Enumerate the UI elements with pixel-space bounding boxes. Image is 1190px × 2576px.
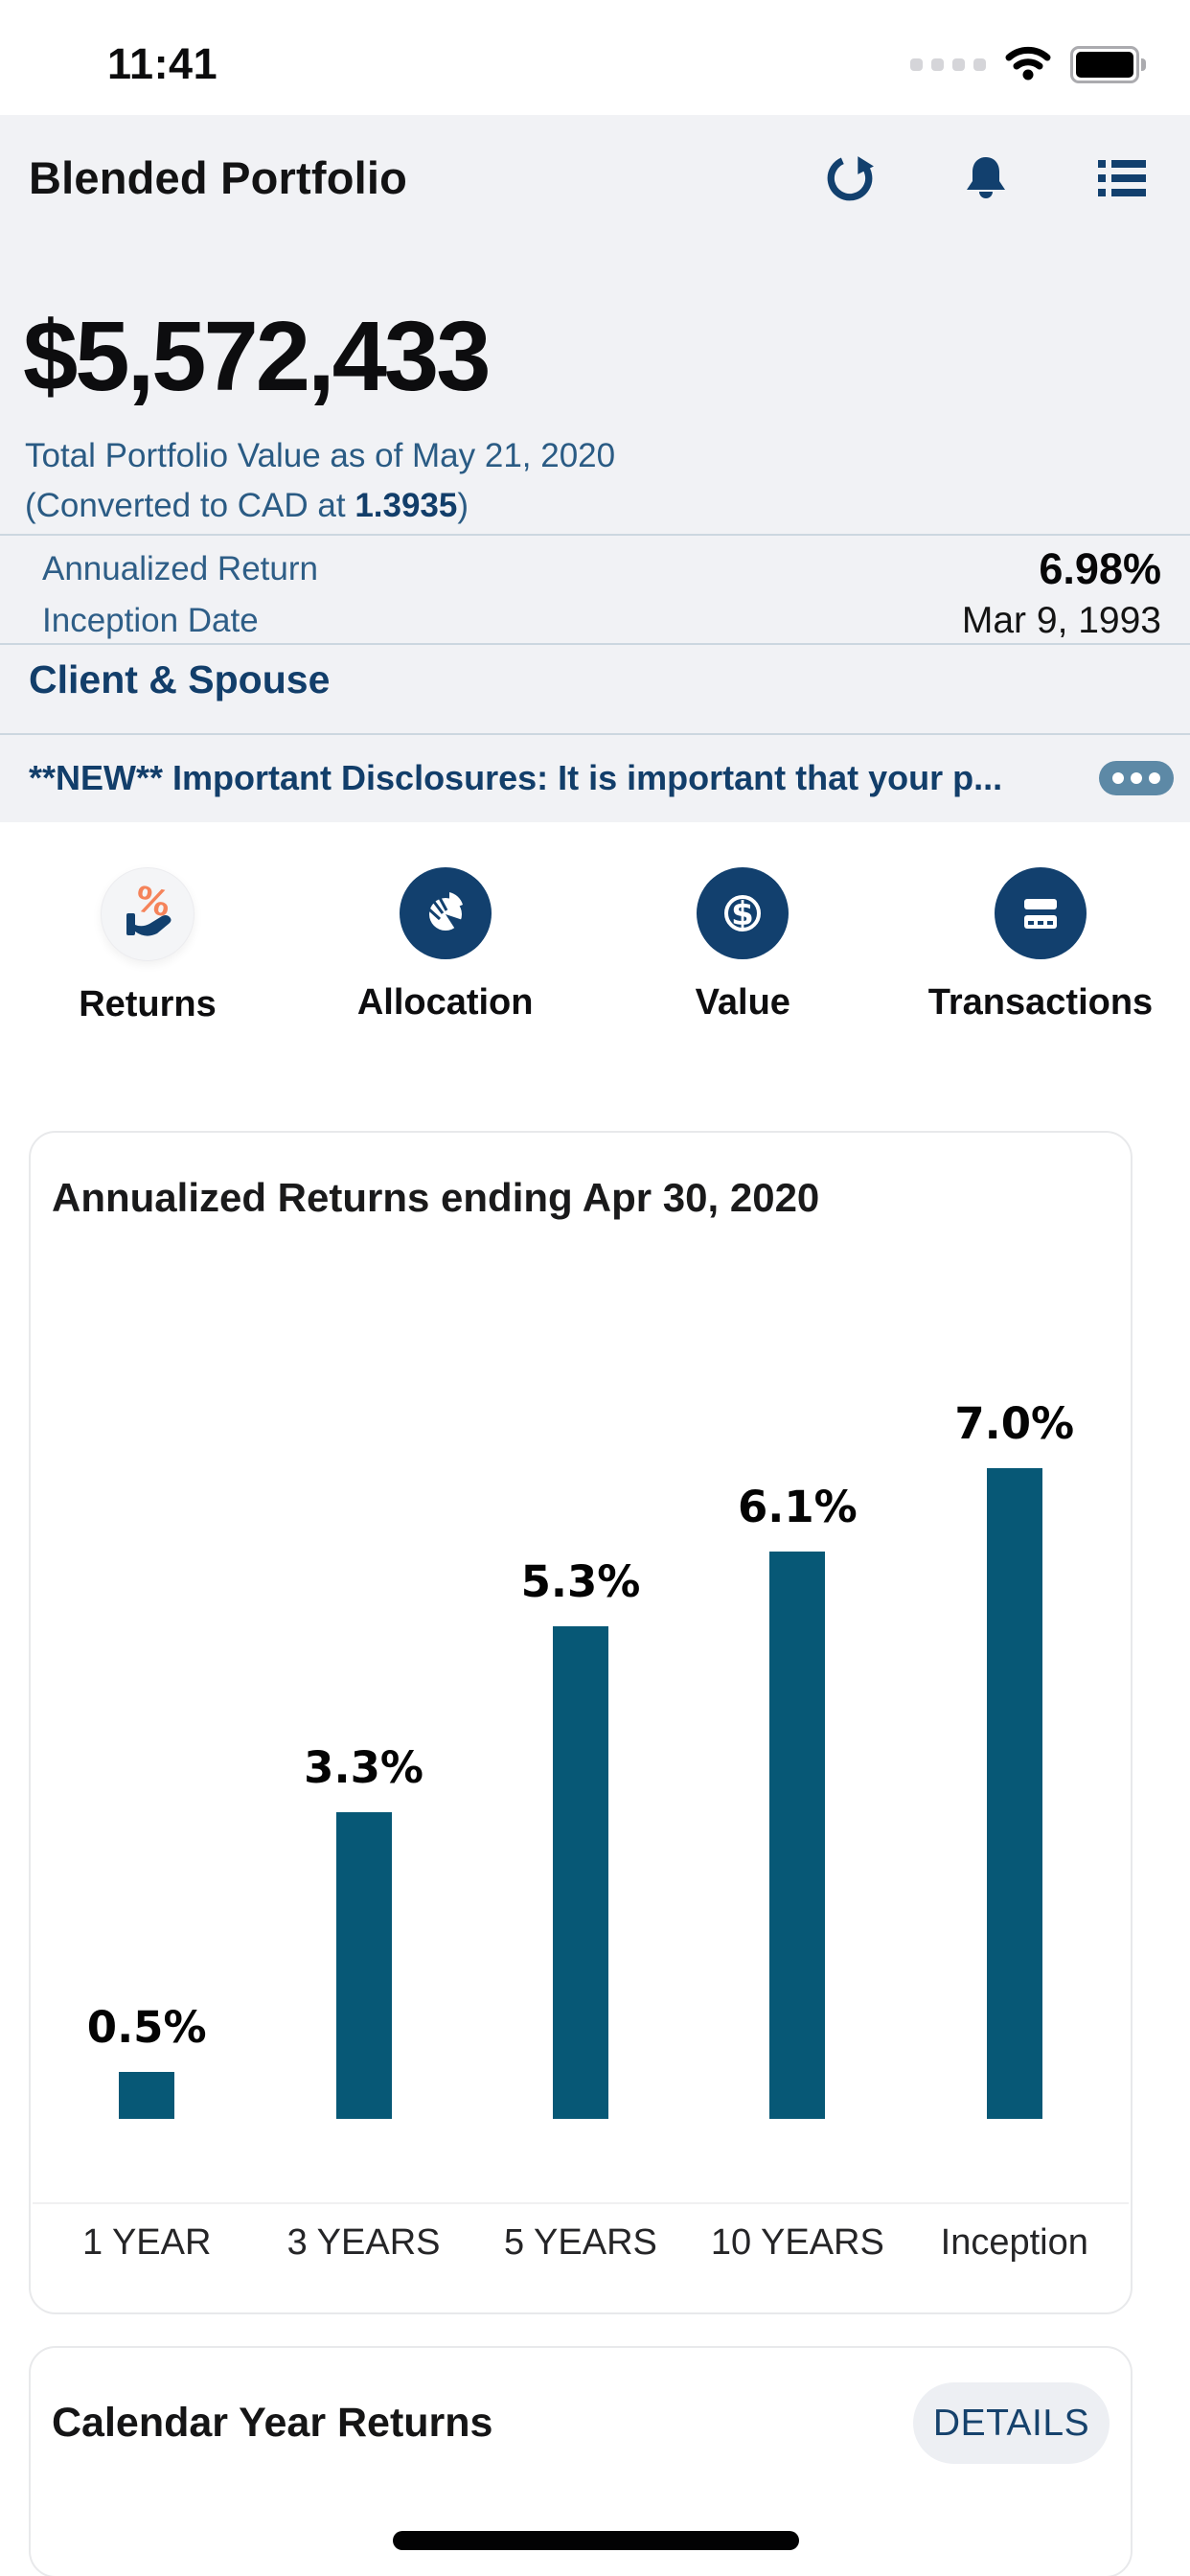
section-nav: % Returns Allo — [52, 867, 1153, 1025]
nav-item-returns[interactable]: % Returns — [52, 867, 243, 1025]
chart-categories: 1 YEAR 3 YEARS 5 YEARS 10 YEARS Inception — [38, 2214, 1123, 2271]
bar-group: 0.5% — [38, 2002, 255, 2119]
page-title: Blended Portfolio — [29, 152, 408, 203]
bar-group: 5.3% — [472, 1556, 689, 2119]
pie-chart-icon — [399, 867, 492, 959]
bar-value-label: 5.3% — [520, 1556, 641, 1607]
bar-value-label: 0.5% — [86, 2002, 207, 2053]
conversion-rate: 1.3935 — [355, 487, 458, 524]
list-icon[interactable] — [1096, 152, 1148, 204]
chart-title: Annualized Returns ending Apr 30, 2020 — [52, 1175, 820, 1220]
cellular-signal-icon — [910, 58, 986, 71]
disclosure-text: **NEW** Important Disclosures: It is imp… — [29, 758, 1003, 797]
refresh-icon[interactable] — [824, 152, 876, 204]
dollar-circle-icon: $ — [697, 867, 790, 959]
bar — [986, 1468, 1042, 2119]
nav-label: Returns — [79, 984, 217, 1024]
x-axis-label: Inception — [940, 2221, 1088, 2263]
bar — [552, 1626, 608, 2119]
stat-label: Inception Date — [42, 602, 259, 639]
bar — [769, 1552, 826, 2119]
clock: 11:41 — [107, 39, 218, 88]
header-actions — [824, 152, 1148, 204]
bar — [119, 2072, 175, 2119]
bar-group: 6.1% — [689, 1482, 905, 2119]
value-caption: Total Portfolio Value as of May 21, 2020 — [25, 437, 616, 474]
credit-card-icon — [994, 867, 1087, 959]
divider — [0, 643, 1190, 645]
account-selector[interactable]: Client & Spouse — [29, 657, 331, 702]
details-button[interactable]: DETAILS — [913, 2382, 1110, 2464]
status-bar: 11:41 — [0, 0, 1190, 115]
divider — [0, 534, 1190, 536]
more-ellipsis-button[interactable] — [1099, 761, 1174, 795]
bell-icon[interactable] — [960, 152, 1012, 204]
stat-label: Annualized Return — [42, 550, 318, 587]
calendar-year-returns-card: Calendar Year Returns DETAILS — [29, 2346, 1133, 2576]
stat-value: Mar 9, 1993 — [961, 600, 1161, 641]
wifi-icon — [1003, 43, 1053, 86]
bar-group: 3.3% — [255, 1742, 471, 2119]
bar-value-label: 3.3% — [304, 1742, 423, 1793]
bar-group: 7.0% — [906, 1398, 1123, 2119]
card-title: Calendar Year Returns — [52, 2400, 493, 2446]
total-portfolio-value: $5,572,433 — [23, 301, 492, 411]
hand-percent-icon: % — [101, 867, 195, 961]
nav-label: Transactions — [927, 982, 1154, 1023]
battery-icon — [1070, 45, 1146, 83]
disclosure-banner[interactable]: **NEW** Important Disclosures: It is imp… — [29, 734, 1174, 822]
bar-value-label: 7.0% — [954, 1398, 1075, 1449]
status-icons — [910, 43, 1146, 86]
x-axis-label: 1 YEAR — [81, 2221, 212, 2263]
stat-value: 6.98% — [1039, 544, 1161, 593]
x-axis-label: 5 YEARS — [504, 2221, 657, 2263]
annualized-return-row: Annualized Return 6.98% — [42, 544, 1161, 594]
nav-item-transactions[interactable]: Transactions — [928, 867, 1153, 1025]
inception-date-row: Inception Date Mar 9, 1993 — [42, 596, 1161, 646]
chart-baseline — [33, 2202, 1129, 2204]
x-axis-label: 3 YEARS — [286, 2221, 441, 2263]
portfolio-header: Blended Portfolio — [0, 115, 1190, 822]
svg-text:$: $ — [731, 895, 754, 933]
nav-item-allocation[interactable]: Allocation — [350, 867, 541, 1025]
divider — [0, 733, 1190, 735]
x-axis-label: 10 YEARS — [710, 2221, 884, 2263]
chart-bars: 0.5% 3.3% 5.3% 6.1% 7.0% — [38, 1133, 1123, 2119]
nav-label: Value — [695, 982, 790, 1023]
home-indicator[interactable] — [393, 2531, 799, 2550]
nav-label: Allocation — [356, 982, 534, 1023]
bar — [335, 1812, 392, 2119]
annualized-returns-card: Annualized Returns ending Apr 30, 2020 0… — [29, 1131, 1133, 2314]
nav-item-value[interactable]: $ Value — [647, 867, 838, 1025]
bar-value-label: 6.1% — [737, 1482, 858, 1532]
conversion-note: (Converted to CAD at 1.3935) — [25, 487, 469, 524]
